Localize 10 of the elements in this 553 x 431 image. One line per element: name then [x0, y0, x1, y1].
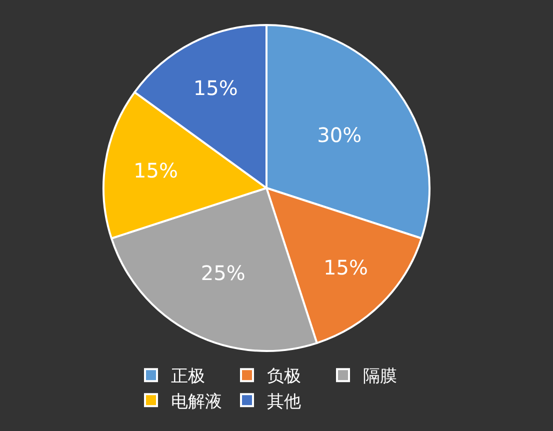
legend-label: 正极: [171, 366, 205, 387]
legend-label: 电解液: [171, 392, 222, 412]
data-label: 25%: [200, 261, 246, 286]
data-label: 15%: [193, 76, 238, 100]
legend-label: 负极: [267, 366, 301, 387]
data-label: 15%: [134, 158, 178, 182]
legend-label: 隔膜: [363, 366, 397, 387]
legend-label: 其他: [267, 392, 301, 412]
data-label: 15%: [324, 255, 368, 280]
data-label: 30%: [317, 123, 362, 148]
